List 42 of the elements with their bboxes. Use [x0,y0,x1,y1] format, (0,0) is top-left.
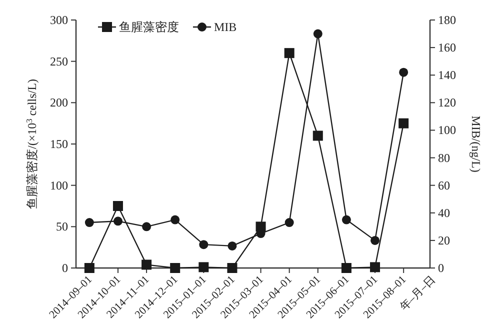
point [399,68,408,77]
point [341,263,352,273]
y-tick-label: 0 [62,261,68,275]
y2-tick-label: 140 [438,68,456,82]
point [142,260,152,270]
y2-tick-label: 180 [438,13,456,27]
y2-tick-label: 100 [438,123,456,138]
point [112,201,123,211]
y2-tick-label: 160 [438,40,456,55]
point [313,29,322,38]
y-tick-label: 200 [50,96,68,110]
point [227,263,238,273]
point [398,118,409,128]
y-tick-label: 50 [56,220,68,234]
y2-tick-label: 80 [438,150,450,165]
point [284,218,294,228]
point [342,215,351,224]
point [170,263,180,273]
point [370,262,380,272]
point [228,241,237,250]
y2-axis-title: MIB/(ng/L) [469,116,483,172]
point [284,48,294,58]
point [198,262,209,272]
point [113,216,122,226]
y-tick-label: 250 [50,54,68,68]
point [84,263,94,273]
legend-label: MIB [214,20,237,34]
y2-tick-label: 0 [438,261,444,275]
point [170,215,180,224]
y2-tick-label: 120 [438,96,456,110]
legend-label: 鱼腥藻密度 [119,20,179,34]
point [312,130,323,141]
y-tick-label: 100 [50,178,68,192]
y2-tick-label: 20 [438,233,450,248]
y-tick-label: 150 [50,137,68,151]
y2-tick-label: 60 [438,178,450,192]
point [84,218,94,228]
y-tick-label: 300 [50,13,68,27]
y2-tick-label: 40 [438,206,450,220]
point [142,222,152,232]
point [199,240,208,250]
point [370,236,380,245]
